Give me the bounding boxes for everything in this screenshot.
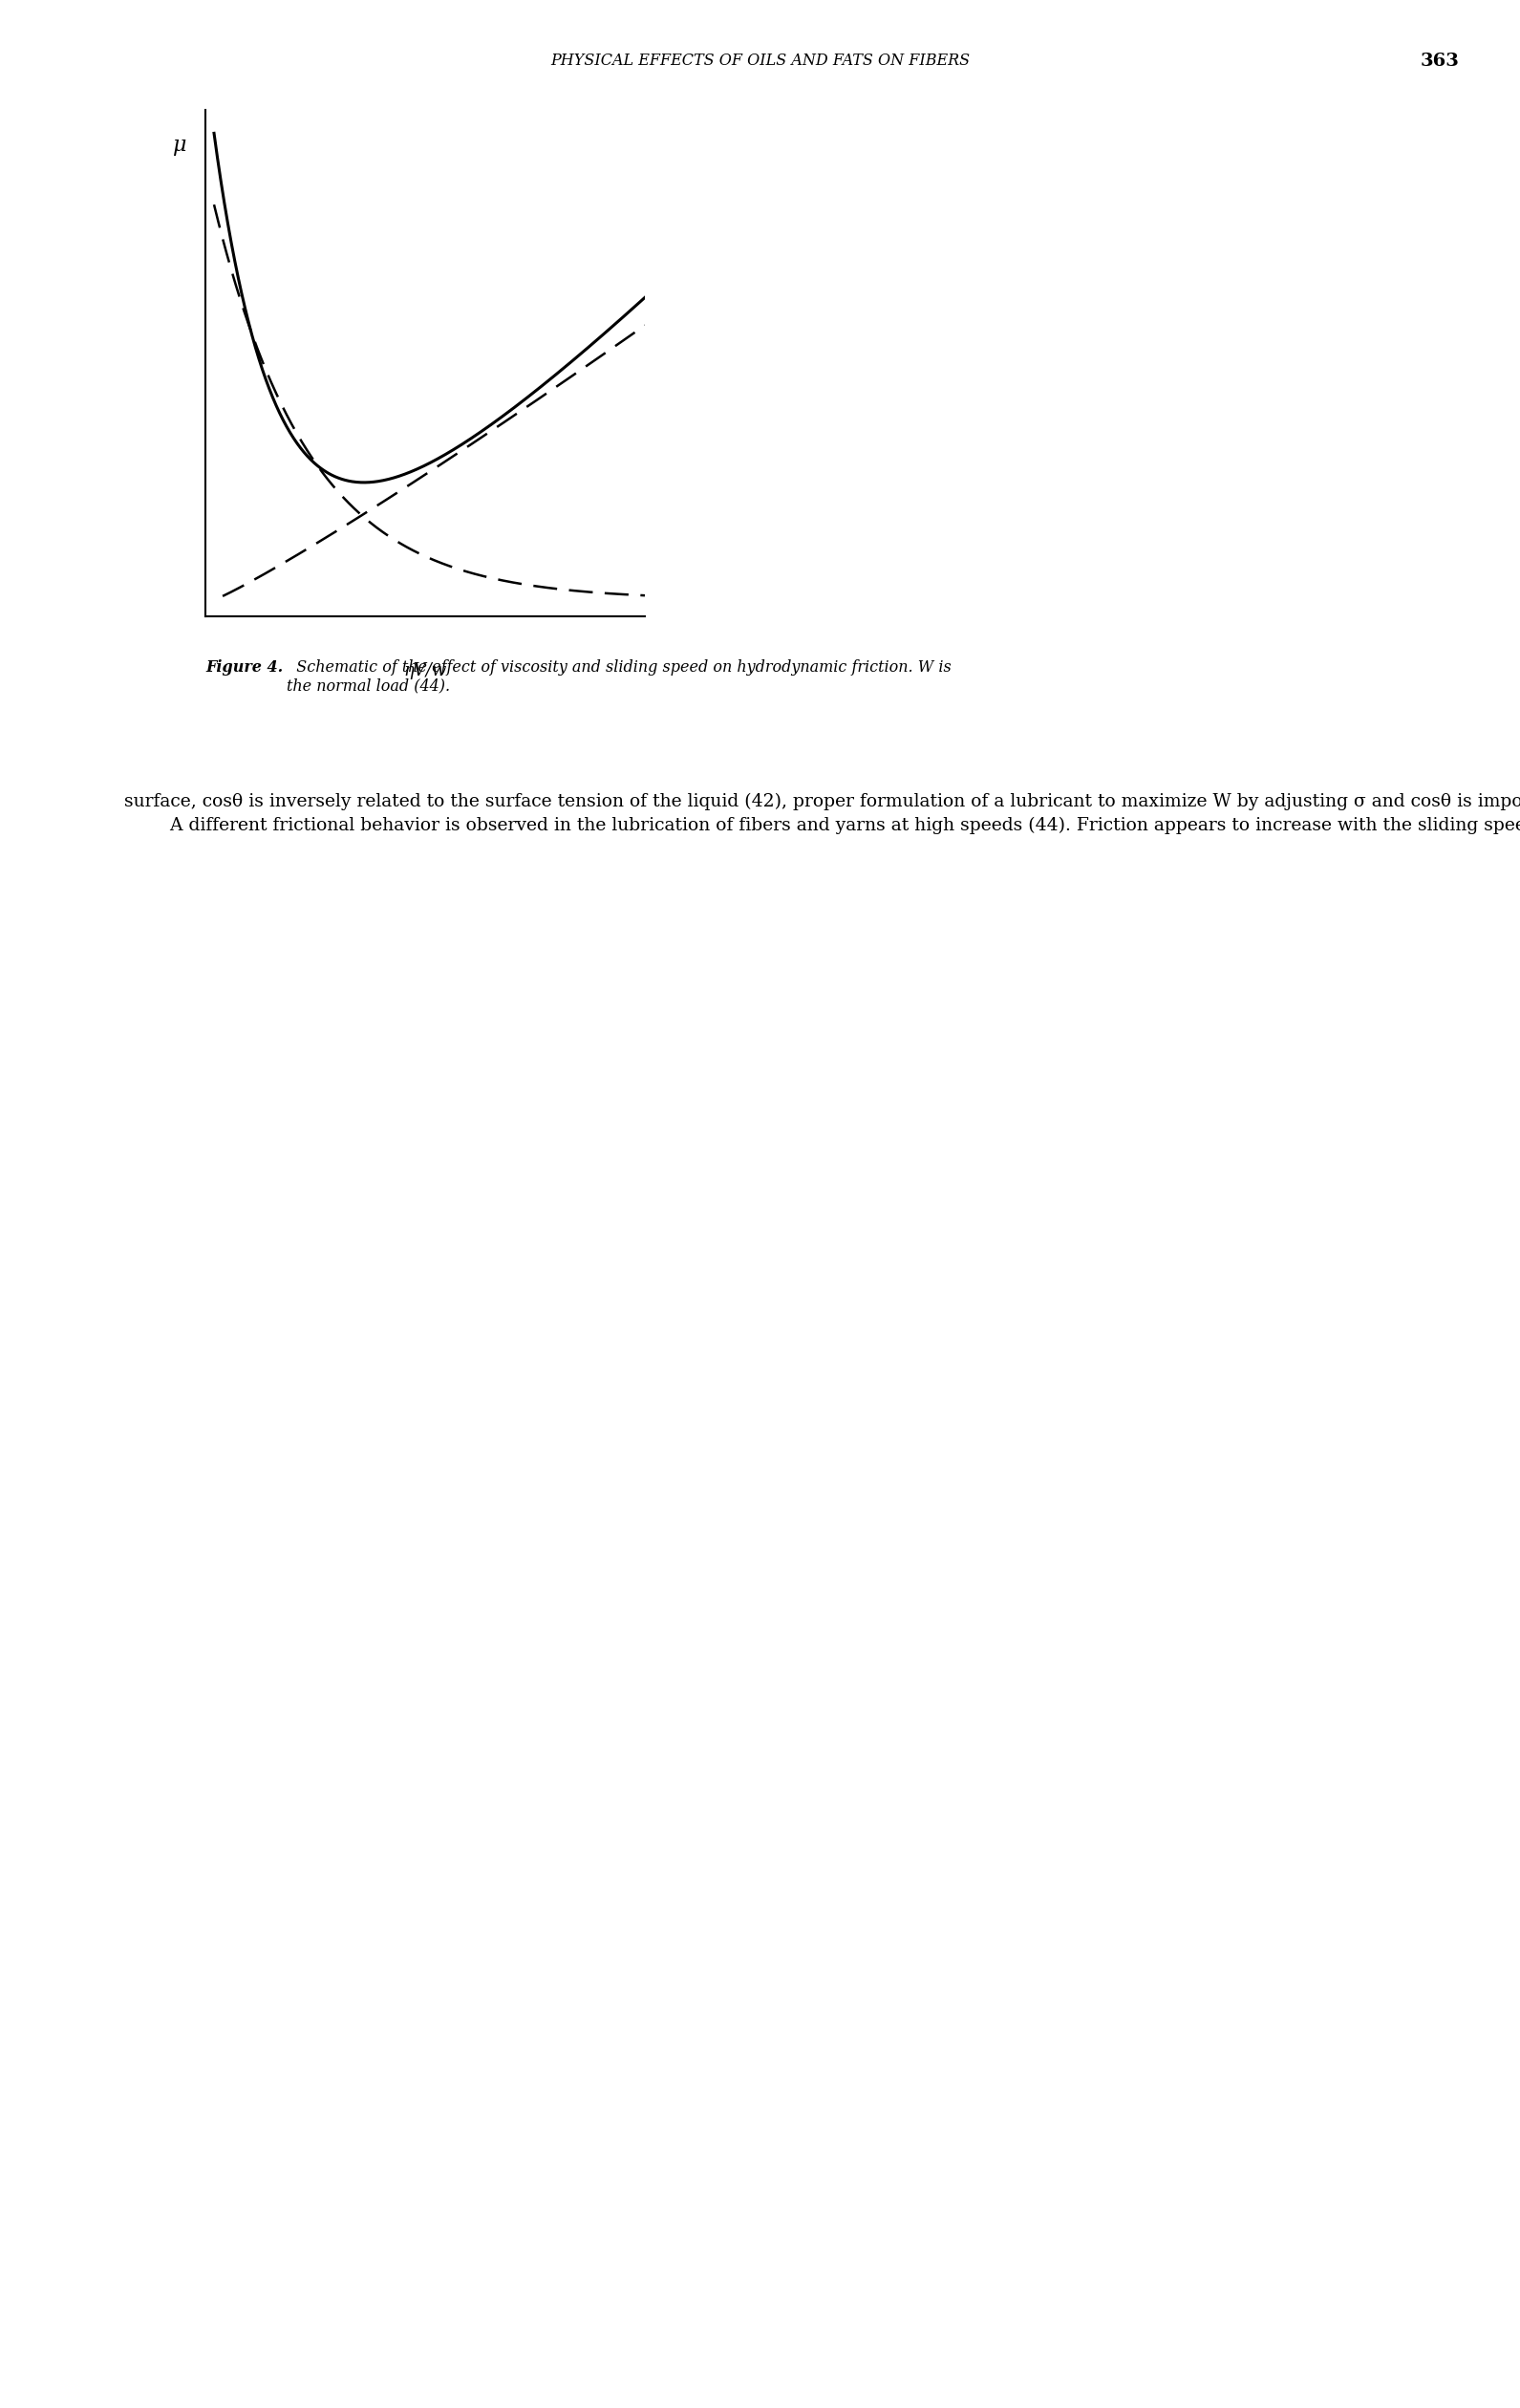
Text: surface, cosθ is inversely related to the surface tension of the liquid (42), pr: surface, cosθ is inversely related to th…	[125, 792, 1520, 833]
Text: 363: 363	[1420, 53, 1459, 70]
Text: Schematic of the effect of viscosity and sliding speed on hydrodynamic friction.: Schematic of the effect of viscosity and…	[287, 660, 952, 694]
Text: μ: μ	[172, 135, 185, 157]
Text: Figure 4.: Figure 4.	[205, 660, 283, 677]
Text: PHYSICAL EFFECTS OF OILS AND FATS ON FIBERS: PHYSICAL EFFECTS OF OILS AND FATS ON FIB…	[550, 53, 970, 70]
Text: ηV/w: ηV/w	[403, 662, 447, 679]
